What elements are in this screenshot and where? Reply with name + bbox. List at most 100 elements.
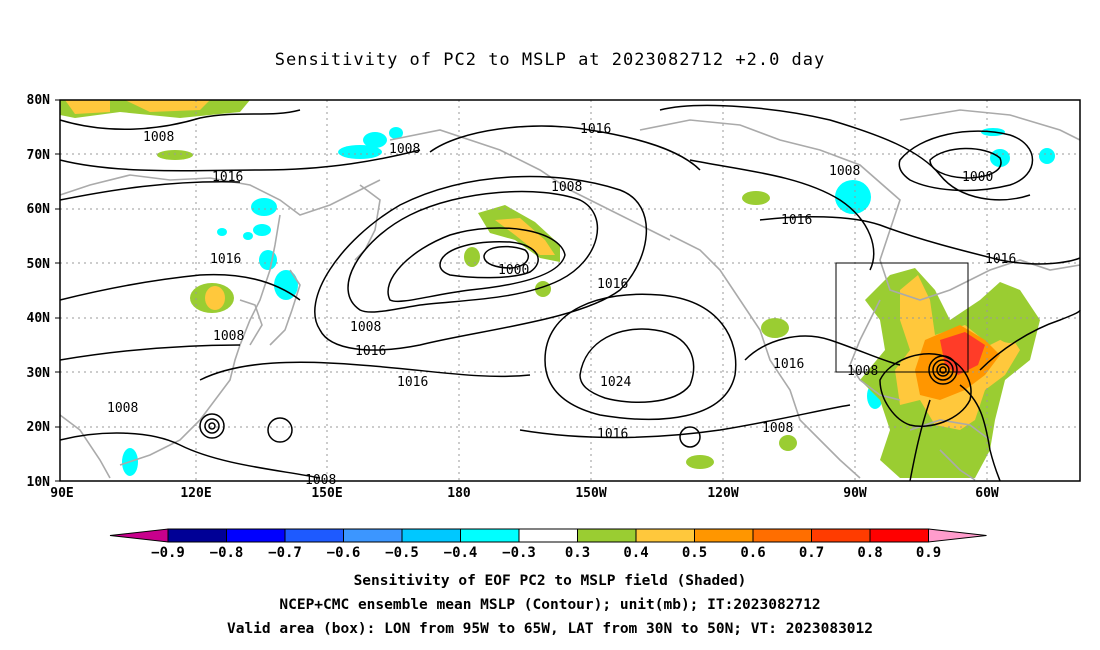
shade-cyan [259, 250, 277, 270]
shade-green [157, 150, 193, 160]
shade-green [761, 318, 789, 338]
colorbar-swatch [226, 528, 286, 543]
colorbar-label: 0.9 [916, 545, 941, 561]
contour-label: 1016 [355, 344, 386, 359]
colorbar-swatch [401, 528, 461, 543]
lon-label: 120W [707, 486, 738, 501]
shade-cyan [217, 228, 227, 236]
colorbar-label: 0.6 [740, 545, 765, 561]
colorbar-swatch [577, 528, 637, 543]
contour-label: 1016 [212, 170, 243, 185]
shade-cyan [243, 232, 253, 240]
shade-green [686, 455, 714, 469]
colorbar-labels: −0.9 −0.8 −0.7 −0.6 −0.5 −0.4 −0.3 0.3 0.4 0.5 0.6… [151, 545, 941, 561]
colorbar-swatch [869, 528, 929, 543]
lon-label: 60W [975, 486, 999, 501]
shade-cyan [251, 198, 277, 216]
contour-label: 1008 [829, 164, 860, 179]
shade-yellow [205, 286, 225, 310]
contour-label: 1000 [498, 263, 529, 278]
contour-label: 1016 [210, 252, 241, 267]
lon-axis: 90E 120E 150E 180 150W 120W 90W 60W [50, 486, 999, 501]
lat-label: 70N [27, 148, 51, 163]
shade-cyan [253, 224, 271, 236]
colorbar-label: 0.4 [623, 545, 648, 561]
contour-label: 1008 [143, 130, 174, 145]
colorbar-swatch [518, 528, 578, 543]
colorbar-label: −0.9 [151, 545, 185, 561]
lat-label: 10N [27, 475, 51, 490]
lon-label: 150E [311, 486, 342, 501]
colorbar-swatch [460, 528, 520, 543]
colorbar-label: −0.8 [210, 545, 244, 561]
colorbar-label: −0.3 [502, 545, 536, 561]
lat-label: 50N [27, 257, 51, 272]
shade-green [742, 191, 770, 205]
shade-cyan [274, 270, 298, 300]
contour-label: 1016 [580, 122, 611, 137]
shade-cyan [389, 127, 403, 139]
shade-cyan [363, 132, 387, 148]
colorbar-swatch [284, 528, 344, 543]
lat-label: 60N [27, 202, 51, 217]
colorbar-label: −0.6 [327, 545, 361, 561]
lat-label: 40N [27, 311, 51, 326]
contour-label: 1016 [773, 357, 804, 372]
colorbar-label: 0.5 [682, 545, 707, 561]
colorbar-arrow-low [109, 528, 169, 543]
colorbar-swatch [635, 528, 695, 543]
lon-label: 150W [575, 486, 606, 501]
coastlines [59, 109, 1081, 481]
contour-label: 1016 [397, 375, 428, 390]
contour-label: 1016 [781, 213, 812, 228]
valid-area-box [835, 262, 969, 373]
shade-cyan [835, 180, 871, 214]
caption-line-1: Sensitivity of EOF PC2 to MSLP field (Sh… [353, 573, 747, 589]
contour-label: 1016 [597, 427, 628, 442]
contour-label: 1008 [847, 364, 878, 379]
lat-label: 20N [27, 420, 51, 435]
graticule [60, 100, 1080, 481]
shade-cyan [1039, 148, 1055, 164]
lat-label: 80N [27, 93, 51, 108]
shade-green [779, 435, 797, 451]
contour-label: 1008 [551, 180, 582, 195]
contour-label: 1008 [762, 421, 793, 436]
shading-layer [60, 100, 1055, 478]
contour-label: 1008 [389, 142, 420, 157]
chart-title: Sensitivity of PC2 to MSLP at 2023082712… [274, 50, 826, 70]
colorbar-label: −0.4 [444, 545, 478, 561]
colorbar-swatch [167, 528, 227, 543]
contour-labels: 1008 1008 1016 1016 1008 1008 1000 1000 … [107, 122, 1016, 488]
colorbar-label: −0.5 [385, 545, 419, 561]
colorbar-label: 0.7 [799, 545, 824, 561]
contour-label: 1016 [597, 277, 628, 292]
contour-label: 1000 [962, 170, 993, 185]
contour-label: 1008 [107, 401, 138, 416]
contour-label: 1024 [600, 375, 631, 390]
contour-label: 1008 [350, 320, 381, 335]
contour-label: 1008 [213, 329, 244, 344]
lat-axis: 80N 70N 60N 50N 40N 30N 20N 10N [27, 93, 51, 490]
colorbar-label: 0.8 [857, 545, 882, 561]
colorbar [109, 528, 987, 543]
lat-ticks [55, 99, 60, 482]
shade-green [464, 247, 480, 267]
mslp-contours [59, 104, 1081, 482]
lat-label: 30N [27, 366, 51, 381]
lon-label: 90W [843, 486, 867, 501]
shade-cyan [338, 145, 382, 159]
shade-yellow [495, 218, 555, 255]
caption-line-2: NCEP+CMC ensemble mean MSLP (Contour); u… [279, 597, 821, 613]
colorbar-swatch [343, 528, 403, 543]
colorbar-label: −0.7 [268, 545, 302, 561]
caption-line-3: Valid area (box): LON from 95W to 65W, L… [226, 621, 873, 637]
colorbar-arrow-high [928, 528, 987, 543]
map-frame [59, 99, 1081, 482]
colorbar-swatch [694, 528, 754, 543]
colorbar-label: 0.3 [565, 545, 590, 561]
contour-label: 1016 [985, 252, 1016, 267]
lon-label: 90E [50, 486, 73, 501]
colorbar-swatch [752, 528, 812, 543]
